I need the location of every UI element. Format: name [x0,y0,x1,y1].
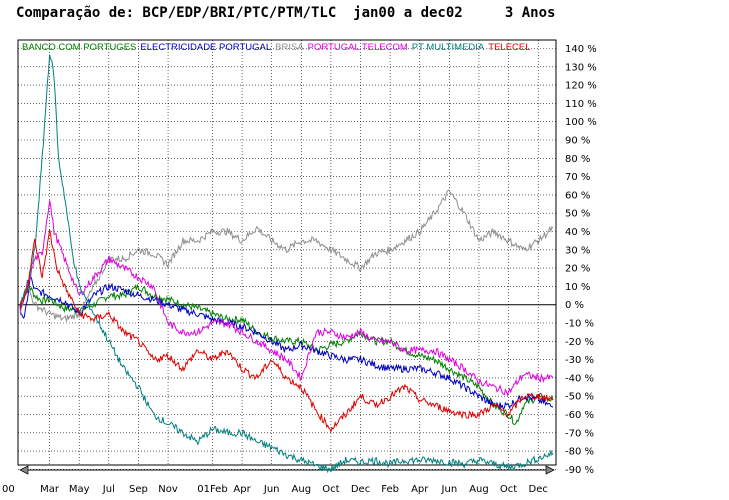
x-tick-label: Apr [233,484,251,495]
x-tick-label: Sep [129,484,148,495]
y-tick-label: -80 % [565,447,594,458]
scroll-left-arrow [19,465,29,475]
y-tick-label: 20 % [565,264,590,275]
series-line [19,189,554,322]
x-tick-label: Aug [292,484,312,495]
legend-entry: BANCO COM PORTUGES [22,42,136,53]
x-tick-label: Jul [102,484,115,495]
y-tick-label: 70 % [565,172,590,183]
y-tick-label: 0 % [565,300,584,311]
y-tick-label: -20 % [565,337,594,348]
x-tick-label: Dec [529,484,548,495]
x-tick-label: Nov [158,484,178,495]
x-tick-label: 00 [2,484,15,495]
x-tick-label: Jun [263,484,280,495]
x-tick-label: Mar [40,484,60,495]
y-tick-label: -50 % [565,392,594,403]
y-tick-label: 50 % [565,209,590,220]
scroll-right-arrow [545,465,555,475]
y-tick-label: 110 % [565,99,597,110]
series-line [19,279,554,426]
y-tick-label: 100 % [565,117,597,128]
y-tick-label: 120 % [565,81,597,92]
x-tick-label: Aug [469,484,489,495]
y-tick-label: -70 % [565,428,594,439]
y-tick-label: 10 % [565,282,590,293]
x-tick-label: Apr [411,484,429,495]
series-line [19,200,554,397]
y-tick-label: -40 % [565,373,594,384]
x-tick-label: Feb [381,484,399,495]
y-tick-label: 30 % [565,245,590,256]
y-tick-label: -90 % [565,465,594,476]
y-tick-label: 90 % [565,136,590,147]
legend-entry: ELECTRICIDADE PORTUGAL [140,42,271,53]
series-line [19,54,554,474]
y-tick-label: 130 % [565,62,597,73]
x-tick-label: Dec [351,484,370,495]
chart-title: Comparação de: BCP/EDP/BRI/PTC/PTM/TLC j… [16,5,556,21]
x-tick-label: Oct [322,484,339,495]
y-tick-label: -60 % [565,410,594,421]
legend-entry: PT MULTIMEDIA [412,42,485,53]
y-tick-label: 60 % [565,190,590,201]
series-line [19,229,554,434]
x-tick-label: 01Feb [197,484,227,495]
legend-entry: BRISA [275,42,304,53]
legend-entry: TELECEL [488,42,530,53]
y-tick-label: -30 % [565,355,594,366]
x-tick-label: May [69,484,90,495]
x-tick-label: Oct [500,484,517,495]
legend-entry: PORTUGAL TELECOM [308,42,408,53]
y-tick-label: 80 % [565,154,590,165]
x-tick-label: Jun [441,484,458,495]
series-line [19,275,554,410]
y-tick-label: 140 % [565,44,597,55]
y-tick-label: -10 % [565,319,594,330]
y-tick-label: 40 % [565,227,590,238]
